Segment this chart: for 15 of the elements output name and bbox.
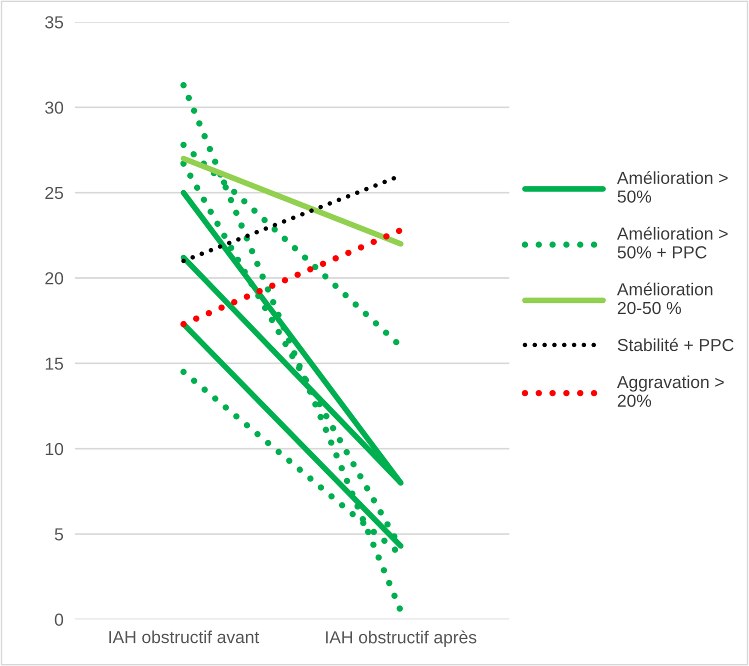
y-tick-label: 15 [46, 358, 64, 370]
legend-label: Stabilité + PPC [618, 338, 734, 352]
y-tick-label: 5 [54, 528, 64, 540]
y-tick-label: 20 [45, 272, 64, 284]
x-tick-label: IAH obstructif avant [109, 630, 260, 644]
y-tick-label: 10 [46, 442, 64, 456]
y-tick-label: 35 [45, 16, 64, 28]
y-tick-label: 0 [54, 614, 64, 626]
y-tick-label: 30 [45, 101, 64, 114]
legend-label: Aggravation > 20% [616, 375, 724, 407]
legend-label: Amélioration > 50% [616, 171, 728, 203]
legend-label: Amélioration 20-50 % [616, 282, 712, 314]
x-tick-label: IAH obstructif après [326, 630, 476, 647]
y-tick-label: 25 [45, 186, 64, 200]
legend-label: Amélioration > 50% + PPC [616, 226, 728, 258]
